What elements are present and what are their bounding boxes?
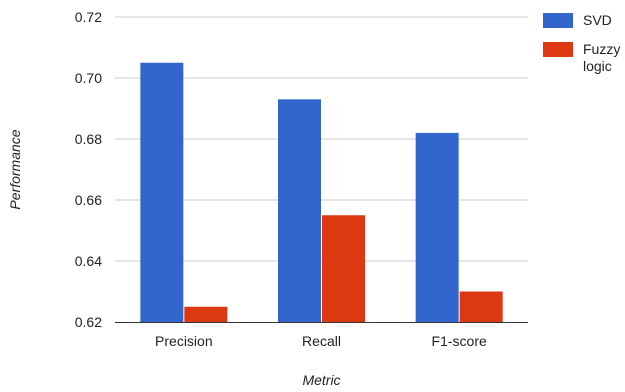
- bar-svd-recall: [278, 99, 321, 322]
- bars: [140, 62, 503, 322]
- x-axis-title: Metric: [302, 372, 340, 388]
- x-axis-tick-labels: Precision Recall F1-score: [155, 333, 487, 349]
- bar-svd-f1-score: [415, 132, 459, 322]
- y-tick-label: 0.70: [75, 70, 102, 86]
- y-axis-title: Performance: [7, 129, 23, 209]
- y-tick-label: 0.66: [75, 192, 102, 208]
- bar-fuzzy-logic-f1-score: [459, 291, 503, 322]
- y-tick-label: 0.64: [75, 253, 102, 269]
- legend-label: Fuzzy: [583, 41, 620, 57]
- bar-fuzzy-logic-precision: [184, 306, 228, 322]
- x-tick-label: F1-score: [432, 333, 487, 349]
- legend-label: logic: [583, 58, 612, 74]
- y-tick-label: 0.68: [75, 131, 102, 147]
- y-axis-tick-labels: 0.62 0.64 0.66 0.68 0.70 0.72: [75, 9, 102, 330]
- x-tick-label: Precision: [155, 333, 213, 349]
- legend-swatch: [543, 13, 573, 28]
- y-tick-label: 0.62: [75, 314, 102, 330]
- bar-fuzzy-logic-recall: [322, 215, 365, 322]
- legend-swatch: [543, 42, 573, 57]
- gridlines: [115, 16, 528, 262]
- bar-svd-precision: [140, 62, 184, 322]
- y-tick-label: 0.72: [75, 9, 102, 25]
- legend-label: SVD: [583, 12, 612, 28]
- x-tick-label: Recall: [302, 333, 341, 349]
